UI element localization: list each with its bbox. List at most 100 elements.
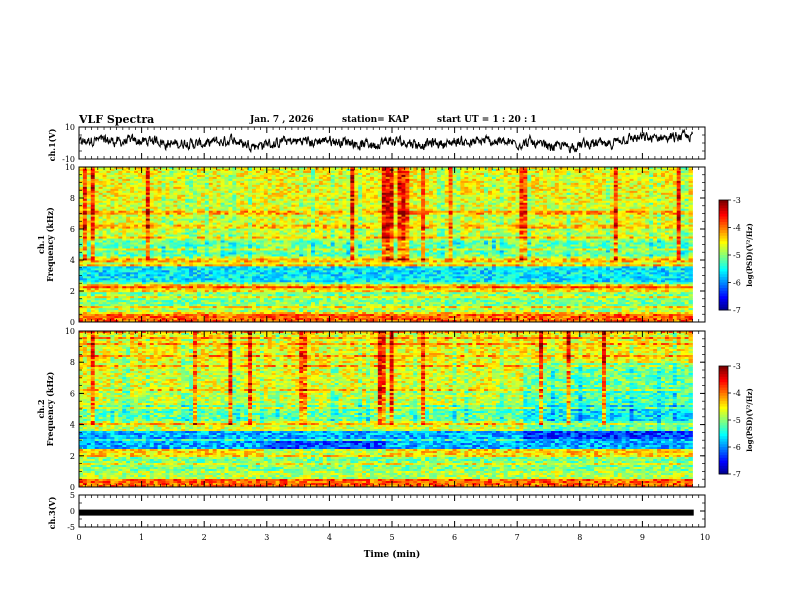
spectrogram-cell: [90, 172, 96, 176]
spectrogram-cell: [177, 314, 182, 317]
spectrogram-cell: [259, 232, 265, 235]
spectrogram-cell: [232, 316, 237, 319]
spectrogram-cell: [145, 244, 151, 247]
spectrogram-cell: [82, 310, 88, 313]
spectrogram-cell: [236, 268, 241, 271]
spectrogram-cell: [236, 254, 241, 257]
spectrogram-cell: [134, 167, 139, 170]
spectrogram-cell: [244, 304, 249, 307]
spectrogram-cell: [118, 238, 123, 241]
spectrogram-cell: [134, 246, 139, 249]
spectrogram-cell: [79, 308, 84, 311]
spectrogram-cell: [196, 248, 202, 251]
spectrogram-cell: [177, 192, 182, 196]
spectrogram-cell: [79, 182, 84, 186]
spectrogram-cell: [193, 208, 198, 212]
spectrogram-cell: [98, 272, 103, 275]
spectrogram-cell: [134, 308, 139, 311]
spectrogram-cell: [169, 226, 174, 230]
spectrogram-cell: [79, 268, 84, 271]
spectrogram-cell: [126, 232, 131, 235]
spectrogram-cell: [173, 288, 178, 291]
spectrogram-cell: [161, 302, 166, 305]
spectrogram-cell: [181, 172, 186, 176]
spectrogram-cell: [200, 206, 206, 210]
spectrogram-cell: [153, 240, 159, 243]
spectrogram-cell: [149, 176, 155, 180]
spectrogram-cell: [252, 226, 257, 230]
spectrogram-cell: [200, 170, 206, 174]
spectrogram-cell: [185, 226, 190, 230]
spectrogram-cell: [106, 210, 111, 214]
spectrogram-cell: [208, 234, 214, 237]
spectrogram-cell: [122, 194, 127, 198]
spectrogram-cell: [122, 167, 127, 170]
spectrogram-cell: [244, 184, 249, 188]
spectrogram-cell: [212, 294, 218, 297]
spectrogram-cell: [232, 192, 237, 196]
spectrogram-cell: [106, 290, 111, 293]
spectrogram-cell: [173, 222, 178, 226]
spectrogram-cell: [102, 228, 107, 231]
spectrogram-cell: [216, 242, 221, 245]
spectrogram-cell: [220, 308, 225, 311]
spectrogram-cell: [224, 218, 229, 222]
spectrogram-cell: [181, 306, 186, 309]
spectrogram-cell: [157, 250, 162, 253]
spectrogram-cell: [165, 262, 170, 265]
spectrogram-cell: [177, 310, 182, 313]
spectrogram-cell: [169, 232, 174, 235]
spectrogram-cell: [137, 208, 143, 212]
spectrogram-cell: [196, 210, 202, 214]
spectrogram-cell: [137, 298, 143, 301]
spectrogram-cell: [177, 182, 182, 186]
spectrogram-cell: [98, 210, 103, 214]
spectrogram-cell: [126, 198, 131, 202]
spectrogram-cell: [177, 216, 182, 220]
spectrogram-cell: [240, 254, 245, 257]
spectrogram-cell: [114, 310, 119, 313]
spectrogram-cell: [212, 204, 218, 208]
spectrogram-cell: [94, 238, 100, 241]
spectrogram-cell: [114, 184, 119, 188]
spectrogram-cell: [98, 190, 103, 194]
spectrogram-cell: [244, 308, 249, 311]
spectrogram-cell: [204, 262, 210, 265]
spectrogram-cell: [98, 216, 103, 220]
spectrogram-cell: [102, 300, 107, 303]
spectrogram-cell: [137, 284, 143, 287]
spectrogram-cell: [134, 302, 139, 305]
spectrogram-cell: [232, 274, 237, 277]
spectrogram-cell: [236, 274, 241, 277]
spectrogram-cell: [118, 198, 123, 202]
spectrogram-cell: [137, 256, 143, 259]
spectrogram-cell: [130, 250, 135, 253]
spectrogram-cell: [248, 266, 253, 269]
spectrogram-cell: [86, 240, 92, 243]
spectrogram-cell: [255, 272, 261, 275]
spectrogram-cell: [244, 226, 249, 230]
spectrogram-cell: [157, 304, 162, 307]
spectrogram-cell: [118, 314, 123, 317]
spectrogram-cell: [82, 292, 88, 295]
spectrogram-cell: [110, 278, 115, 281]
spectrogram-cell: [106, 252, 111, 255]
spectrogram-cell: [220, 232, 225, 235]
spectrogram-cell: [86, 232, 92, 235]
spectrogram-cell: [193, 234, 198, 237]
spectrogram-cell: [259, 242, 265, 245]
spectrogram-cell: [106, 202, 111, 206]
spectrogram-cell: [86, 170, 92, 174]
spectrogram-cell: [204, 252, 210, 255]
spectrogram-cell: [149, 258, 155, 261]
spectrogram-cell: [189, 304, 194, 307]
spectrogram-cell: [204, 290, 210, 293]
spectrogram-cell: [248, 232, 253, 235]
spectrogram-cell: [216, 310, 221, 313]
spectrogram-cell: [255, 278, 261, 281]
spectrogram-cell: [189, 206, 194, 210]
spectrogram-cell: [248, 308, 253, 311]
spectrogram-cell: [157, 222, 162, 226]
spectrogram-cell: [86, 248, 92, 251]
spectrogram-cell: [90, 270, 96, 273]
